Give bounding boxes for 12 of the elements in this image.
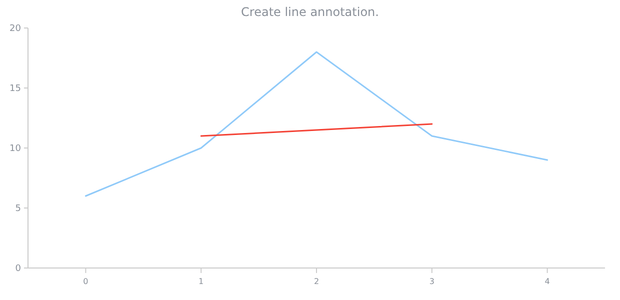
- chart-title: Create line annotation.: [241, 5, 379, 19]
- x-tick-label: 3: [429, 277, 434, 286]
- x-tick-label: 1: [198, 277, 204, 286]
- y-tick-label: 0: [15, 264, 22, 274]
- x-tick-label: 2: [314, 277, 320, 286]
- line-series: [84, 51, 548, 197]
- y-tick-label: 20: [10, 24, 22, 34]
- y-tick-label: 5: [15, 204, 21, 214]
- y-tick-label: 15: [10, 84, 21, 94]
- y-tick-label: 10: [10, 144, 22, 154]
- x-tick-label: 0: [83, 277, 88, 286]
- x-tick-label: 4: [544, 277, 550, 286]
